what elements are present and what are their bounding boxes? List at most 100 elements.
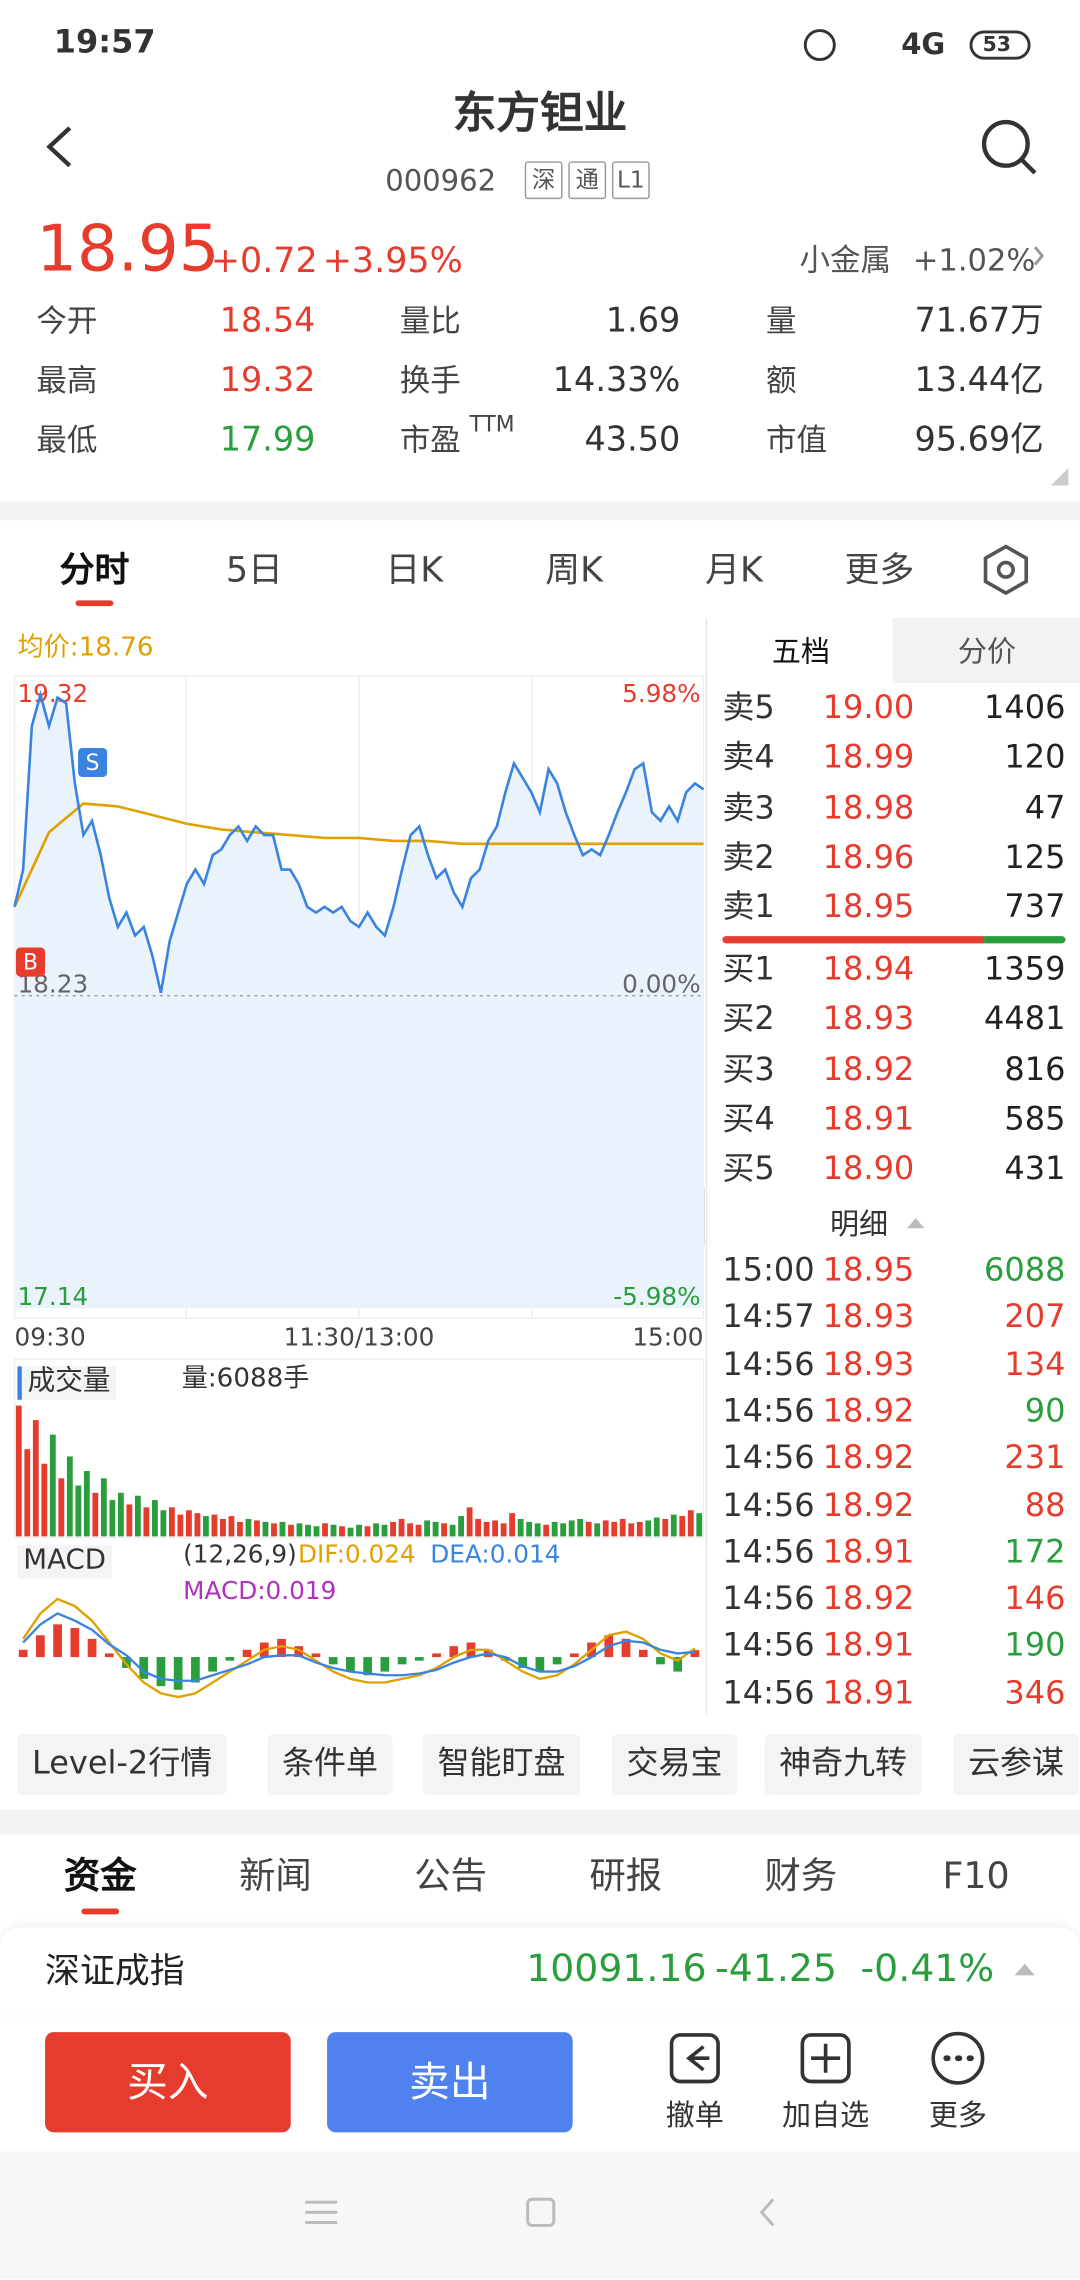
macd-bar (552, 1657, 562, 1665)
volume-bar (177, 1514, 184, 1537)
nav-home[interactable] (526, 2197, 556, 2227)
back-icon[interactable] (46, 126, 72, 168)
volume-title: 成交量 (17, 1366, 117, 1400)
separator (0, 1809, 1080, 1835)
stat-label: 量 (766, 303, 797, 339)
tab[interactable]: 分时 (59, 549, 130, 591)
book-tab[interactable]: 分价 (957, 633, 1017, 669)
index-change: -41.25 (715, 1947, 838, 1992)
volume-bar (432, 1521, 439, 1537)
action-label[interactable]: 加自选 (782, 2097, 870, 2133)
news-tab[interactable]: 研报 (589, 1854, 663, 1897)
book-volume: 585 (1004, 1101, 1066, 1138)
book-price: 18.90 (822, 1151, 915, 1188)
search-icon[interactable] (981, 119, 1030, 168)
macd-bar (104, 1653, 114, 1658)
book-label: 买5 (722, 1151, 775, 1188)
stat-label-sup: TTM (469, 411, 515, 438)
news-tab[interactable]: 资金 (63, 1854, 137, 1897)
volume-bar (100, 1478, 107, 1537)
trade-price: 18.91 (822, 1534, 915, 1572)
tool-chip[interactable]: 条件单 (267, 1734, 393, 1796)
stat-value: 1.69 (605, 302, 681, 341)
buy-button[interactable]: 买入 (45, 2032, 291, 2133)
volume-bar (475, 1518, 482, 1537)
volume-bar (398, 1518, 405, 1537)
volume-bar (594, 1523, 601, 1537)
macd-bar (638, 1649, 648, 1658)
stat-value: 19.32 (219, 361, 316, 400)
volume-bar (585, 1521, 592, 1537)
sell-button[interactable]: 卖出 (327, 2032, 573, 2133)
trade-volume: 346 (1004, 1675, 1066, 1712)
volume-bar (492, 1520, 499, 1537)
volume-bar (262, 1521, 269, 1537)
volume-bar (339, 1526, 345, 1537)
volume-bar (109, 1500, 116, 1537)
volume-bar (381, 1524, 388, 1537)
tag: L1 (611, 161, 650, 200)
tool-chip[interactable]: Level-2行情 (17, 1734, 227, 1796)
nav-menu[interactable] (305, 2200, 338, 2224)
battery: 53 (982, 33, 1011, 57)
macd-bar (277, 1638, 286, 1658)
tab[interactable]: 周K (545, 549, 604, 591)
news-tab[interactable]: F10 (942, 1854, 1010, 1897)
stat-label: 今开 (36, 303, 98, 339)
volume-bar (619, 1518, 626, 1537)
trade-marker (15, 947, 46, 977)
news-tab[interactable]: 公告 (414, 1854, 487, 1897)
book-volume: 4481 (984, 1001, 1066, 1039)
volume-bar (407, 1523, 413, 1537)
tab[interactable]: 更多 (844, 549, 915, 591)
volume-bar (364, 1526, 371, 1537)
macd-bar (208, 1657, 217, 1672)
trade-time: 14:57 (722, 1299, 815, 1337)
news-tab-underline (81, 1908, 120, 1915)
book-volume: 1359 (984, 952, 1066, 989)
book-volume: 120 (1004, 740, 1066, 777)
tool-chip[interactable]: 智能盯盘 (422, 1734, 580, 1796)
tab[interactable]: 5日 (225, 549, 283, 591)
book-label: 卖1 (722, 889, 775, 926)
book-label: 卖3 (722, 790, 775, 827)
trade-volume: 6088 (984, 1252, 1066, 1290)
trade-volume: 172 (1004, 1534, 1066, 1572)
settings-icon[interactable] (983, 544, 1029, 596)
macd-bar (53, 1624, 62, 1658)
tool-chip[interactable]: 交易宝 (611, 1734, 737, 1796)
trade-volume: 90 (1024, 1393, 1066, 1431)
macd-bar (569, 1653, 579, 1658)
tab[interactable]: 日K (385, 549, 444, 591)
book-label: 买2 (722, 1001, 775, 1039)
stat-label: 最高 (36, 363, 98, 399)
action-label[interactable]: 更多 (928, 2097, 987, 2133)
macd-bar (242, 1649, 252, 1658)
action-label[interactable]: 撤单 (665, 2097, 724, 2133)
macd-bar (621, 1638, 631, 1658)
volume-bar (220, 1518, 226, 1537)
more-icon[interactable] (931, 2031, 985, 2085)
book-label: 卖2 (722, 839, 775, 877)
volume-bar (66, 1456, 73, 1537)
tool-chip[interactable]: 云参谋 (953, 1734, 1079, 1796)
tool-chip[interactable]: 神奇九转 (764, 1734, 922, 1796)
news-tab[interactable]: 财务 (764, 1854, 838, 1897)
volume-bar (483, 1521, 490, 1537)
nav-back[interactable] (759, 2198, 775, 2227)
y2-tick-label: 0.00% (622, 970, 700, 999)
settings-icon (996, 560, 1015, 579)
stat-value: 17.99 (219, 421, 316, 460)
macd-bar (449, 1646, 459, 1658)
book-tab[interactable]: 五档 (771, 633, 830, 669)
tab[interactable]: 月K (705, 549, 763, 591)
watch-icon[interactable] (800, 2033, 851, 2084)
stat-label: 额 (766, 363, 797, 399)
x-tick-label: 15:00 (632, 1323, 703, 1352)
macd-bar (18, 1649, 28, 1658)
x-tick-label: 11:30/13:00 (284, 1323, 435, 1352)
cancel-icon[interactable] (669, 2033, 720, 2084)
trade-price: 18.93 (822, 1299, 915, 1337)
volume-bar (645, 1520, 652, 1537)
news-tab[interactable]: 新闻 (239, 1854, 312, 1897)
